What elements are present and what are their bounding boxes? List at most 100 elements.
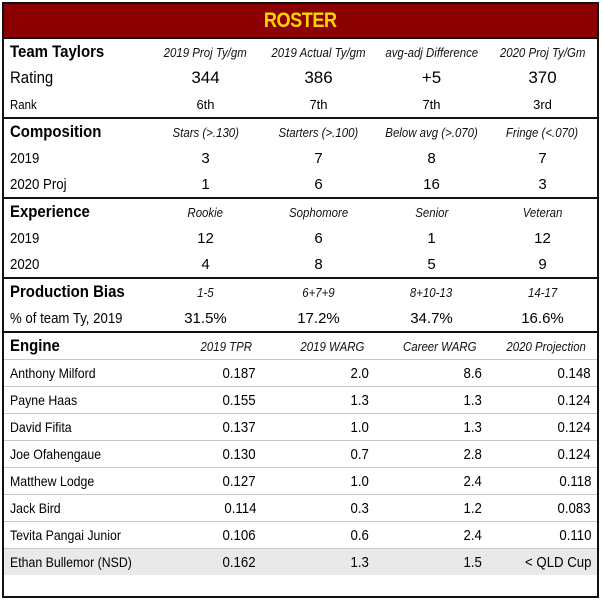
engine-header-row: Engine 2019 TPR 2019 WARG Career WARG 20… xyxy=(4,333,597,359)
player-row-shaded: Ethan Bullemor (NSD) 0.162 1.3 1.5 < QLD… xyxy=(4,548,597,575)
team-name: Team Taylors xyxy=(10,42,105,61)
cell: 7 xyxy=(538,149,547,167)
cell: 0.162 xyxy=(222,553,256,571)
composition-row: 2019 3 7 8 7 xyxy=(4,145,597,171)
player-row: Anthony Milford 0.187 2.0 8.6 0.148 xyxy=(4,359,597,386)
cell: 1.2 xyxy=(463,499,482,517)
player-row: David Fifita 0.137 1.0 1.3 0.124 xyxy=(4,413,597,440)
player-name: Ethan Bullemor (NSD) xyxy=(10,554,132,570)
cell: 0.155 xyxy=(222,391,256,409)
player-name: Payne Haas xyxy=(10,392,78,408)
column-header: 1-5 xyxy=(197,284,214,300)
composition-row: 2020 Proj 1 6 16 3 xyxy=(4,171,597,197)
cell: 1.3 xyxy=(350,553,369,571)
player-name: Anthony Milford xyxy=(10,365,96,381)
cell: 8 xyxy=(427,149,436,167)
cell: 6 xyxy=(314,229,323,247)
cell: 0.110 xyxy=(558,526,591,544)
cell: 0.187 xyxy=(222,364,256,382)
cell: 0.130 xyxy=(222,445,256,463)
cell: 12 xyxy=(534,229,551,247)
cell: 0.124 xyxy=(557,391,591,409)
composition-section: Composition Stars (>.130) Starters (>.10… xyxy=(4,119,597,199)
column-header: Rookie xyxy=(187,204,224,220)
player-name: David Fifita xyxy=(10,419,72,435)
row-label: Rank xyxy=(10,96,37,112)
cell: +5 xyxy=(421,68,442,87)
column-header: Sophomore xyxy=(288,204,349,220)
column-header: 2020 Projection xyxy=(506,338,586,354)
player-row: Matthew Lodge 0.127 1.0 2.4 0.118 xyxy=(4,467,597,494)
experience-row: 2020 4 8 5 9 xyxy=(4,251,597,277)
cell: 1.3 xyxy=(463,418,482,436)
cell: 2.0 xyxy=(350,364,369,382)
experience-header-row: Experience Rookie Sophomore Senior Veter… xyxy=(4,199,597,225)
cell: 0.114 xyxy=(223,499,256,517)
cell: 1 xyxy=(201,175,210,193)
cell: 0.3 xyxy=(350,499,369,517)
cell: 0.127 xyxy=(222,472,256,490)
cell: 370 xyxy=(528,68,557,87)
experience-section: Experience Rookie Sophomore Senior Veter… xyxy=(4,199,597,279)
cell: 0.148 xyxy=(557,364,591,382)
column-header: 2020 Proj Ty/Gm xyxy=(499,44,586,60)
cell: 2.8 xyxy=(463,445,482,463)
cell: 4 xyxy=(201,255,210,273)
production-header-row: Production Bias 1-5 6+7+9 8+10-13 14-17 xyxy=(4,279,597,305)
section-heading: Production Bias xyxy=(10,282,125,301)
cell: 1.3 xyxy=(350,391,369,409)
cell: 6th xyxy=(196,96,215,112)
row-label: % of team Ty, 2019 xyxy=(10,309,123,327)
player-row: Joe Ofahengaue 0.130 0.7 2.8 0.124 xyxy=(4,440,597,467)
cell: 34.7% xyxy=(410,309,453,327)
column-header: 8+10-13 xyxy=(410,284,453,300)
player-name: Matthew Lodge xyxy=(10,473,95,489)
rank-row: Rank 6th 7th 7th 3rd xyxy=(4,91,597,117)
rating-header-row: Team Taylors 2019 Proj Ty/gm 2019 Actual… xyxy=(4,39,597,65)
player-name: Joe Ofahengaue xyxy=(10,446,102,462)
column-header: 2019 TPR xyxy=(200,338,253,354)
composition-header-row: Composition Stars (>.130) Starters (>.10… xyxy=(4,119,597,145)
player-row: Jack Bird 0.114 0.3 1.2 0.083 xyxy=(4,494,597,521)
cell: 1.3 xyxy=(463,391,482,409)
cell: 0.124 xyxy=(557,445,591,463)
cell: 7th xyxy=(309,96,328,112)
column-header: Below avg (>.070) xyxy=(385,124,478,140)
cell: 1.0 xyxy=(350,472,369,490)
production-section: Production Bias 1-5 6+7+9 8+10-13 14-17 … xyxy=(4,279,597,333)
cell: 2.4 xyxy=(463,526,482,544)
cell: 0.106 xyxy=(222,526,256,544)
cell: 386 xyxy=(304,68,333,87)
row-label: Rating xyxy=(10,68,54,87)
rating-section: Team Taylors 2019 Proj Ty/gm 2019 Actual… xyxy=(4,39,597,119)
experience-row: 2019 12 6 1 12 xyxy=(4,225,597,251)
column-header: 6+7+9 xyxy=(302,284,335,300)
cell: 1.0 xyxy=(350,418,369,436)
cell: 16 xyxy=(423,175,440,193)
cell: 0.7 xyxy=(350,445,369,463)
rating-row: Rating 344 386 +5 370 xyxy=(4,65,597,91)
column-header: 2019 WARG xyxy=(300,338,365,354)
row-label: 2019 xyxy=(10,149,40,167)
roster-title: ROSTER xyxy=(264,8,337,32)
production-row: % of team Ty, 2019 31.5% 17.2% 34.7% 16.… xyxy=(4,305,597,331)
column-header: 2019 Proj Ty/gm xyxy=(163,44,248,60)
cell: 2.4 xyxy=(463,472,482,490)
cell: 8.6 xyxy=(463,364,482,382)
column-header: avg-adj Difference xyxy=(385,44,478,60)
row-label: 2020 xyxy=(10,255,40,273)
cell: 5 xyxy=(427,255,436,273)
cell: 0.6 xyxy=(350,526,369,544)
cell: 3 xyxy=(538,175,547,193)
cell: 9 xyxy=(538,255,547,273)
cell: 7 xyxy=(314,149,323,167)
cell: < QLD Cup xyxy=(524,553,591,571)
cell: 12 xyxy=(197,229,214,247)
player-name: Tevita Pangai Junior xyxy=(10,527,121,543)
section-heading: Composition xyxy=(10,122,102,141)
cell: 7th xyxy=(422,96,441,112)
cell: 6 xyxy=(314,175,323,193)
column-header: 14-17 xyxy=(527,284,558,300)
column-header: Senior xyxy=(414,204,449,220)
